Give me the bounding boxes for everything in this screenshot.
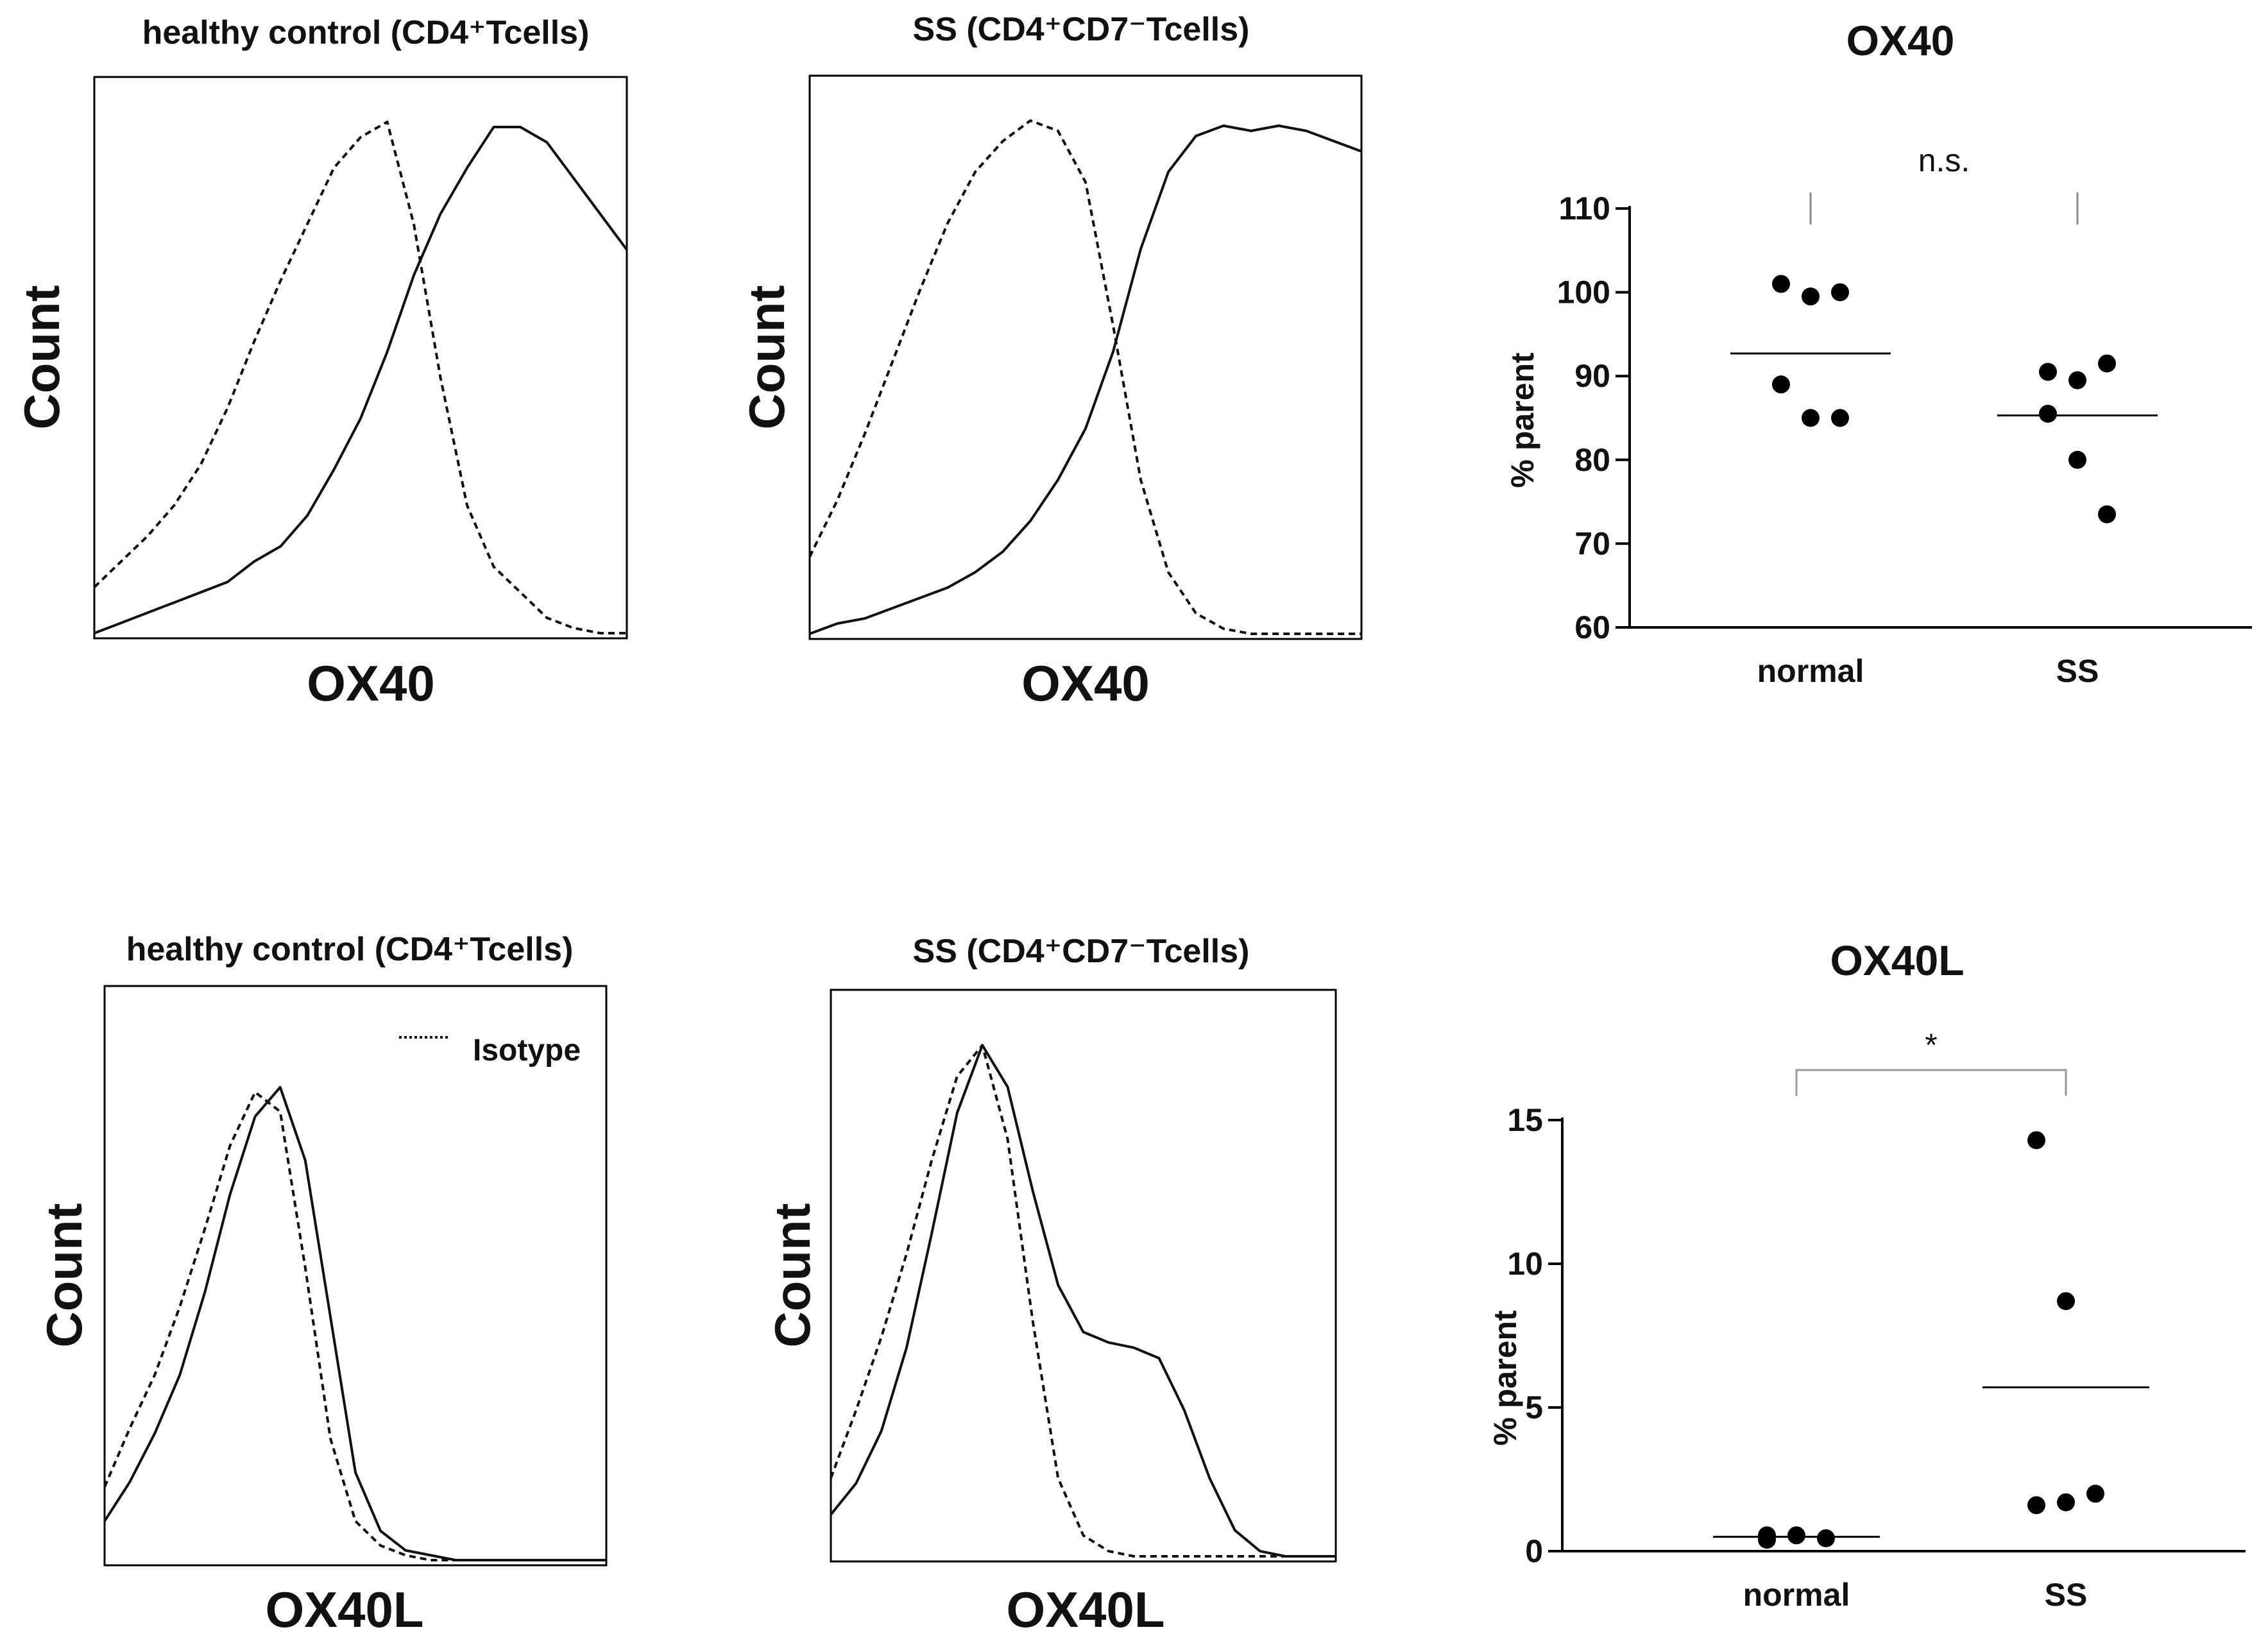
histogram-ox40-healthy: healthy control (CD4⁺Tcells) Count OX40 [13,14,628,711]
data-point [2039,404,2057,423]
isotype-curve [93,121,627,634]
data-point [2057,1292,2075,1311]
data-point [1772,375,1790,394]
x-tick-label: normal [1743,1577,1850,1613]
plot-title: OX40 [1846,17,1955,64]
y-axis-label: % parent [1487,1310,1523,1446]
y-axis-label: Count [36,1203,92,1347]
data-point [2027,1496,2045,1515]
y-tick-label: 110 [1558,191,1610,226]
data-point [2027,1131,2045,1150]
y-axis-label: Count [764,1203,821,1347]
histogram-curves [93,121,628,634]
dotplot-marks: 0 5 10 15 normal SS * [1507,1027,2246,1613]
significance-label: * [1925,1027,1937,1063]
y-tick-label: 70 [1574,525,1610,561]
data-point [2057,1493,2075,1511]
panel-title: healthy control (CD4⁺Tcells) [126,931,574,968]
histogram-curves [808,119,1362,635]
dotplot-ox40: OX40 60 70 80 90 100 110 normal SS n.s. % parent [1505,17,2252,689]
histogram-curves [830,1044,1336,1558]
data-point [1831,283,1849,302]
data-point [1817,1529,1835,1547]
stain-curve [103,1085,606,1561]
data-point [2068,450,2086,469]
y-tick-label: 90 [1574,358,1610,394]
y-tick-label: 0 [1525,1533,1543,1569]
x-axis-label: OX40 [1021,655,1149,711]
isotype-curve [808,119,1361,635]
y-tick-label: 60 [1574,609,1610,645]
plot-frame [808,74,1363,640]
x-axis-label: OX40 [307,655,434,711]
x-tick-label: SS [2056,653,2099,689]
stain-curve [809,124,1362,635]
histogram-ox40l-ss: SS (CD4⁺CD7⁻Tcells) Count OX40L [764,933,1337,1632]
x-tick-label: normal [1757,653,1864,689]
dotplot-marks: 60 70 80 90 100 110 normal SS n.s. [1557,142,2252,689]
legend-label: Isotype [473,1033,581,1067]
stain-curve [830,1044,1336,1558]
x-axis-label: OX40L [1006,1581,1164,1632]
y-tick-label: 10 [1507,1246,1543,1282]
plot-frame [103,985,608,1567]
data-point [1831,409,1849,427]
plot-frame [830,989,1337,1563]
panel-title: SS (CD4⁺CD7⁻Tcells) [913,933,1250,970]
data-point [2068,371,2086,389]
plot-frame [93,76,628,640]
histogram-ox40-ss: SS (CD4⁺CD7⁻Tcells) Count OX40 [738,11,1363,711]
x-tick-label: SS [2045,1577,2088,1613]
data-point [2098,505,2116,523]
y-tick-label: 80 [1574,442,1610,478]
panel-title: SS (CD4⁺CD7⁻Tcells) [913,11,1250,48]
data-point [2039,362,2057,381]
y-axis-label: % parent [1505,352,1540,488]
y-tick-label: 15 [1507,1102,1543,1138]
significance-bracket [1795,1069,2067,1096]
data-point [1802,409,1820,427]
data-point [1758,1526,1776,1545]
y-tick-label: 100 [1557,275,1610,310]
stain-curve [94,126,628,634]
data-point [1787,1526,1805,1545]
data-point [1772,275,1790,293]
data-point [2098,354,2116,373]
data-point [1802,287,1820,306]
legend: Isotype [399,1033,581,1067]
panel-title: healthy control (CD4⁺Tcells) [142,14,590,51]
y-tick-label: 5 [1525,1390,1543,1425]
histogram-ox40l-healthy: healthy control (CD4⁺Tcells) Isotype Cou… [36,931,608,1632]
y-axis-label: Count [13,285,70,429]
dotplot-ox40l: OX40L 0 5 10 15 normal SS * % parent [1487,937,2246,1613]
data-point [2086,1484,2104,1503]
histogram-curves [103,1085,606,1561]
plot-title: OX40L [1830,937,1964,984]
isotype-curve [103,1091,606,1561]
x-axis-label: OX40L [265,1581,423,1632]
isotype-curve [830,1044,1336,1558]
significance-label: n.s. [1918,142,1970,178]
y-axis-label: Count [738,285,795,429]
